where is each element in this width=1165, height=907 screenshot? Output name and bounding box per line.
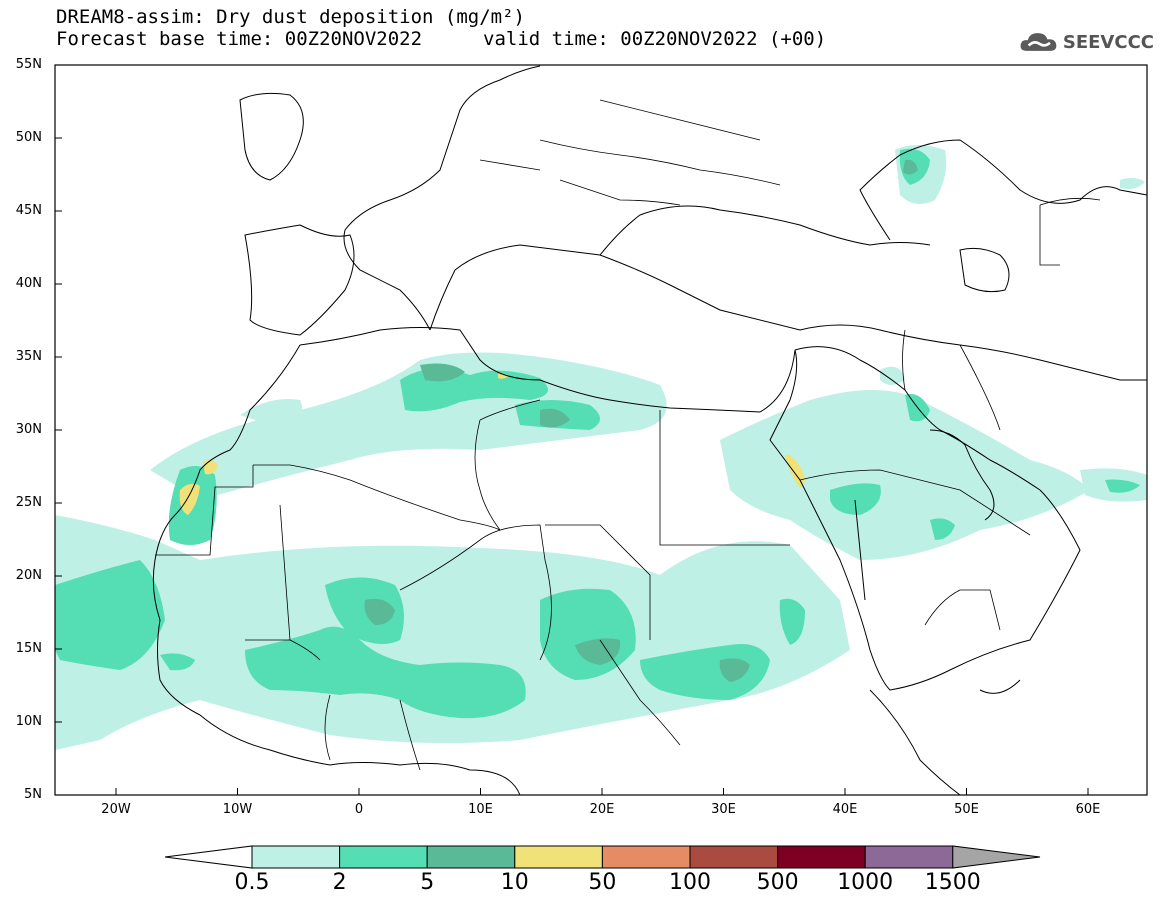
country-borders <box>155 99 1101 771</box>
colorbar-label: 1000 <box>837 870 894 895</box>
dust-level-5-10 <box>364 159 918 682</box>
seevccc-logo: SEEVCCC <box>1018 26 1154 58</box>
colorbar-label: 5 <box>420 870 435 895</box>
lon-label: 20W <box>101 802 131 817</box>
colorbar-label: 50 <box>588 870 617 895</box>
lat-label: 25N <box>15 495 42 510</box>
lon-label: 10W <box>222 802 253 817</box>
valid-time: valid time: 00Z20NOV2022 (+00) <box>483 28 827 50</box>
colorbar-label: 100 <box>669 870 711 895</box>
lon-label: 10E <box>468 802 493 817</box>
logo-text: SEEVCCC <box>1062 31 1154 53</box>
lon-label: 30E <box>711 802 736 817</box>
lon-label: 60E <box>1075 802 1101 817</box>
lat-label: 20N <box>15 568 42 583</box>
colorbar-label: 500 <box>756 870 799 895</box>
colorbar-label: 0.5 <box>234 870 270 895</box>
lat-label: 35N <box>15 349 42 364</box>
lat-label: 15N <box>15 641 42 656</box>
lat-label: 5N <box>24 787 42 802</box>
lon-label: 40E <box>832 802 858 817</box>
lon-label: 50E <box>954 802 979 817</box>
coastlines <box>152 65 1147 795</box>
axis-ticks <box>55 64 1089 796</box>
forecast-base-time: Forecast base time: 00Z20NOV2022 <box>56 28 423 50</box>
colorbar-label: 10 <box>500 870 529 895</box>
colorbar-label: 2 <box>332 870 347 895</box>
dust-fields <box>55 65 1147 795</box>
colorbar-label: 1500 <box>924 870 981 895</box>
map-title: DREAM8-assim: Dry dust deposition (mg/m²… <box>56 6 525 28</box>
lat-label: 40N <box>15 276 42 291</box>
lat-label: 55N <box>15 57 42 72</box>
dust-level-2-5 <box>55 148 1140 719</box>
lat-label: 45N <box>15 203 42 218</box>
lat-label: 50N <box>15 130 42 145</box>
lon-label: 20E <box>589 802 615 817</box>
lat-label: 10N <box>15 714 42 729</box>
cloud-icon <box>1020 33 1057 51</box>
lon-label: 0 <box>354 802 364 817</box>
lat-label: 30N <box>15 422 42 437</box>
